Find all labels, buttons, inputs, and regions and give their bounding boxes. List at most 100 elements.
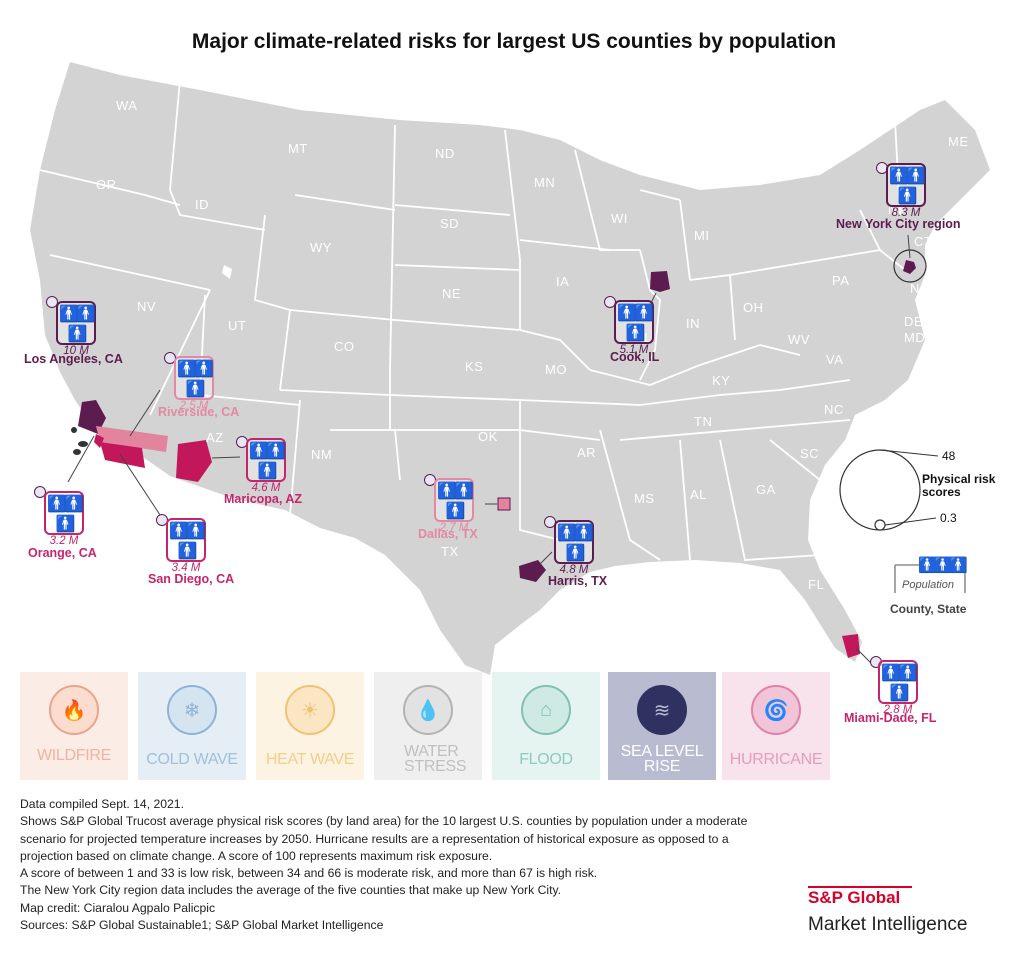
population-badge-dallas: 🚹🚹🚹 2.7 M <box>434 478 474 534</box>
risk-score-legend <box>839 449 966 593</box>
people-icon: 🚹🚹🚹 <box>557 525 594 562</box>
county-label-miami-dade: Miami-Dade, FL <box>844 711 937 725</box>
state-label-tx: TX <box>441 544 459 559</box>
county-state-legend: County, State <box>890 602 967 616</box>
population-value: 4.8 M <box>559 564 589 576</box>
harris-county <box>519 560 546 582</box>
channel-islands <box>71 427 88 455</box>
population-badge-nyc: 🚹🚹🚹 8.3 M <box>886 163 926 219</box>
state-label-wa: WA <box>116 98 138 113</box>
state-label-md: MD <box>904 330 926 345</box>
flood-house-icon: ⌂ <box>521 685 571 735</box>
dallas-county <box>497 497 511 511</box>
population-value: 2.7 M <box>439 522 469 534</box>
state-label-nj: NJ <box>910 281 927 296</box>
risk-tile-flood: ⌂ FLOOD <box>492 672 600 780</box>
state-label-pa: PA <box>832 273 850 288</box>
population-legend-icon: 🚹🚹🚹 <box>918 557 968 574</box>
maricopa-county <box>176 440 212 482</box>
state-label-tn: TN <box>694 414 713 429</box>
risk-tile-heat-wave: ☀ HEAT WAVE <box>256 672 364 780</box>
county-label-los-angeles: Los Angeles, CA <box>24 352 123 366</box>
population-badge-miami-dade: 🚹🚹🚹 2.8 M <box>878 660 918 716</box>
county-label-orange: Orange, CA <box>28 546 97 560</box>
state-label-ga: GA <box>756 482 776 497</box>
note-methodology-2: scenario for projected temperature incre… <box>20 831 729 846</box>
state-label-me: ME <box>948 134 969 149</box>
people-icon: 🚹🚹🚹 <box>437 483 474 520</box>
great-salt-lake <box>222 265 232 279</box>
state-label-il: IL <box>640 330 652 345</box>
state-label-nm: NM <box>311 447 333 462</box>
note-map-credit: Map credit: Ciaralou Agpalo Palicpic <box>20 900 216 915</box>
state-label-ms: MS <box>634 491 655 506</box>
county-label-maricopa: Maricopa, AZ <box>224 492 303 506</box>
people-icon: 🚹🚹🚹 <box>177 361 214 398</box>
note-sources: Sources: S&P Global Sustainable1; S&P Gl… <box>20 918 384 933</box>
state-label-mt: MT <box>288 141 308 156</box>
risk-label: FLOOD <box>519 751 573 768</box>
risk-label: HEAT WAVE <box>265 751 355 768</box>
chart-title: Major climate-related risks for largest … <box>191 30 837 53</box>
population-value: 3.4 M <box>171 562 201 574</box>
people-icon: 🚹🚹🚹 <box>59 306 96 343</box>
population-badge-riverside: 🚹🚹🚹 2.5 M <box>174 356 214 412</box>
note-nyc: The New York City region data includes t… <box>20 883 562 898</box>
us-landmass <box>30 62 990 675</box>
state-label-mo: MO <box>545 362 567 377</box>
snowflake-icon: ❄ <box>167 685 217 735</box>
risk-label: WILDFIRE <box>36 747 112 764</box>
footnotes: Data compiled Sept. 14, 2021. Shows S&P … <box>20 796 960 934</box>
state-label-de: DE <box>904 314 924 329</box>
riverside-county <box>96 426 168 452</box>
population-value: 3.2 M <box>49 535 79 547</box>
risk-label: HURRICANE <box>729 751 823 768</box>
population-value: 5.1 M <box>619 344 649 356</box>
san-diego-county <box>100 442 145 468</box>
population-badge-harris: 🚹🚹🚹 4.8 M <box>554 520 594 576</box>
state-label-nc: NC <box>824 402 844 417</box>
people-icon: 🚹🚹🚹 <box>47 496 84 533</box>
state-label-sc: SC <box>800 446 820 461</box>
sun-icon: ☀ <box>285 685 335 735</box>
state-label-mi: MI <box>694 228 710 243</box>
state-label-in: IN <box>686 316 700 331</box>
risk-tile-wildfire: 🔥 WILDFIRE <box>20 672 128 780</box>
county-label-nyc: New York City region <box>836 217 961 231</box>
note-methodology-3: projection based on climate change. A sc… <box>20 848 493 863</box>
population-badge-orange: 🚹🚹🚹 3.2 M <box>44 491 84 547</box>
state-label-ct: CT <box>914 234 933 249</box>
state-label-wi: WI <box>611 211 628 226</box>
population-value: 4.6 M <box>251 482 281 494</box>
leader-lines <box>67 234 911 665</box>
los-angeles-county <box>78 400 106 434</box>
state-label-al: AL <box>690 487 707 502</box>
population-badge-maricopa: 🚹🚹🚹 4.6 M <box>246 438 286 494</box>
county-label-harris: Harris, TX <box>548 574 608 588</box>
hurricane-icon: 🌀 <box>751 685 801 735</box>
state-label-wv: WV <box>788 332 810 347</box>
state-label-ut: UT <box>228 318 247 333</box>
fire-icon: 🔥 <box>49 685 99 735</box>
nyc-region-marker <box>903 260 916 274</box>
state-label-ky: KY <box>712 373 731 388</box>
state-label-mn: MN <box>534 175 556 190</box>
risk-label: COLD WAVE <box>146 751 238 768</box>
population-value: 10 M <box>63 345 89 357</box>
note-risk-bands: A score of between 1 and 33 is low risk,… <box>20 866 598 881</box>
brand-sp-global: S&P Global <box>808 888 901 907</box>
population-badge-cook: 🚹🚹🚹 5.1 M <box>614 300 654 356</box>
state-label-va: VA <box>826 352 844 367</box>
scale-title: Physical risk scores <box>922 472 996 499</box>
risk-tile-water-stress: 💧 WATER STRESS <box>374 672 482 780</box>
note-date: Data compiled Sept. 14, 2021. <box>20 797 184 811</box>
people-icon: 🚹🚹🚹 <box>169 523 206 560</box>
state-label-co: CO <box>334 339 355 354</box>
risk-label: WATER STRESS <box>404 743 467 775</box>
population-legend-label: Population <box>902 579 954 591</box>
county-label-riverside: Riverside, CA <box>158 405 240 419</box>
us-map <box>30 62 990 675</box>
waves-icon: ≋ <box>637 685 687 735</box>
state-label-ok: OK <box>478 429 498 444</box>
county-label-san-diego: San Diego, CA <box>148 572 235 586</box>
